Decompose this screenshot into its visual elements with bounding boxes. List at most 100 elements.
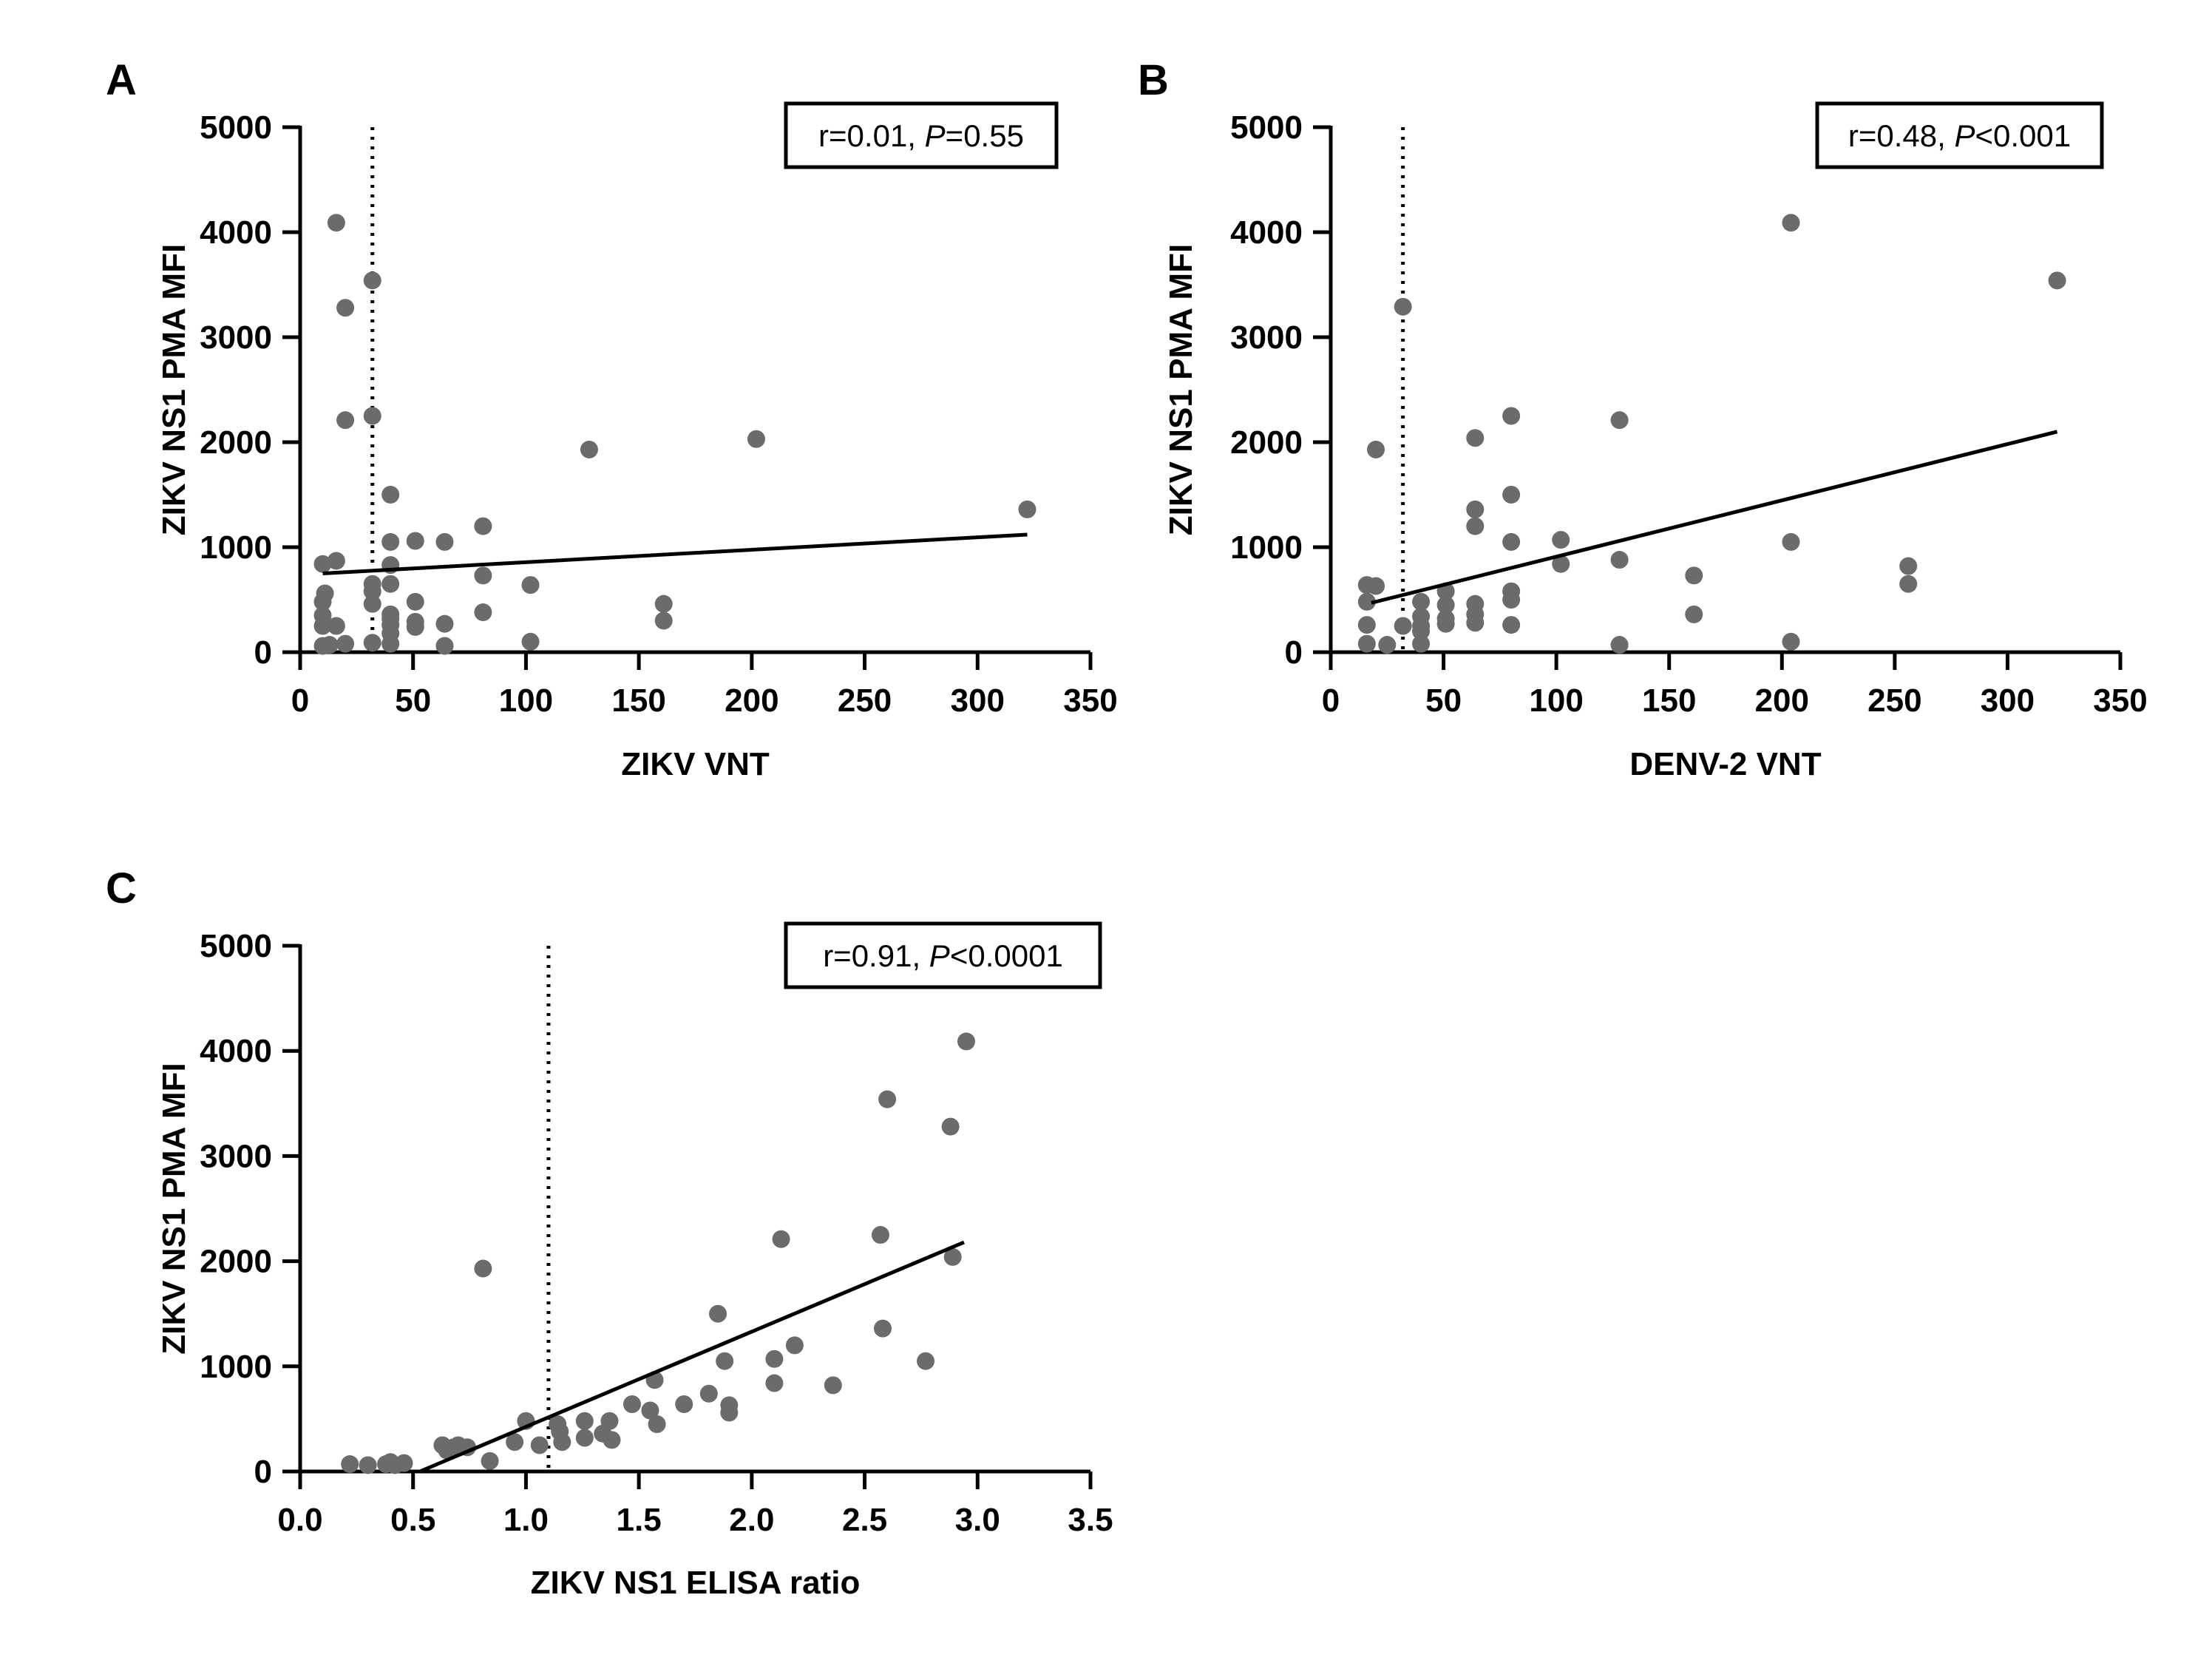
- y-tick-label: 0: [1285, 634, 1303, 671]
- y-tick-label: 4000: [200, 214, 272, 251]
- x-tick-label: 0: [1322, 683, 1340, 719]
- x-tick-label: 250: [838, 683, 892, 719]
- panel-letter: A: [106, 56, 137, 104]
- stat-p-value: <0.001: [1975, 118, 2071, 153]
- data-point: [530, 1436, 549, 1454]
- data-point: [575, 1429, 594, 1447]
- data-point: [474, 517, 492, 535]
- data-point: [1610, 411, 1629, 430]
- stat-label: r=0.91, P<0.0001: [823, 938, 1063, 973]
- data-point: [481, 1452, 499, 1470]
- x-tick-label: 350: [1063, 683, 1117, 719]
- stat-p-value: =0.55: [946, 118, 1024, 153]
- data-point: [765, 1349, 784, 1368]
- x-tick-label: 100: [1529, 683, 1583, 719]
- x-tick-label: 200: [1755, 683, 1809, 719]
- data-point: [381, 486, 400, 504]
- data-point: [363, 271, 381, 290]
- data-point: [474, 566, 492, 585]
- x-axis-title: DENV-2 VNT: [1629, 746, 1821, 782]
- y-tick-label: 2000: [200, 424, 272, 461]
- data-point: [941, 1117, 960, 1136]
- stat-box: [1815, 101, 2104, 169]
- data-point: [553, 1433, 571, 1452]
- data-point: [474, 1259, 492, 1278]
- data-point: [381, 634, 400, 653]
- data-point: [1436, 596, 1455, 614]
- x-tick-label: 300: [1981, 683, 2035, 719]
- data-point: [363, 595, 381, 613]
- data-point: [336, 634, 355, 653]
- data-point: [1502, 591, 1521, 609]
- data-point: [1412, 622, 1431, 640]
- data-point: [1466, 429, 1485, 447]
- panel-c: C 0 1000 2000 3000 4000 5000 0.0 0.5 1.0 1.5 2.0 2.5…: [106, 864, 1113, 1601]
- x-tick-label: 50: [1425, 683, 1462, 719]
- data-point: [1610, 636, 1629, 654]
- stat-label: r=0.01, P=0.55: [818, 118, 1024, 153]
- panel-a: A 0 1000 2000 3000 4000 5000 0 50 100 150 200 250 300…: [106, 56, 1118, 782]
- data-point: [622, 1395, 641, 1413]
- x-tick-label: 250: [1867, 683, 1921, 719]
- y-tick-label: 4000: [200, 1033, 272, 1069]
- data-point: [313, 555, 332, 573]
- x-axis-title: ZIKV NS1 ELISA ratio: [531, 1565, 861, 1601]
- x-tick-label: 2.0: [729, 1502, 774, 1538]
- data-point: [654, 595, 673, 613]
- data-point: [943, 1247, 962, 1266]
- x-tick-label: 3.0: [955, 1502, 1000, 1538]
- data-point: [1899, 557, 1918, 575]
- data-point: [824, 1376, 842, 1395]
- stat-p-symbol: P: [925, 118, 946, 153]
- regression-line: [1371, 430, 2058, 605]
- data-point: [336, 411, 355, 430]
- data-point: [1685, 605, 1703, 623]
- y-axis-title: ZIKV NS1 PMA MFI: [156, 244, 192, 535]
- y-tick-label: 5000: [200, 928, 272, 964]
- y-tick-label: 1000: [200, 1349, 272, 1385]
- data-point: [1412, 634, 1431, 653]
- data-point: [1357, 616, 1376, 634]
- data-point: [917, 1352, 935, 1370]
- data-point: [957, 1032, 976, 1051]
- stat-r: r=0.91,: [823, 938, 929, 973]
- data-point: [654, 612, 673, 630]
- y-tick-label: 2000: [1230, 424, 1303, 461]
- x-tick-label: 3.5: [1068, 1502, 1113, 1538]
- data-point: [1552, 555, 1570, 573]
- data-point: [435, 614, 454, 633]
- data-point: [1610, 551, 1629, 569]
- data-point: [1782, 632, 1800, 651]
- y-axis-title: ZIKV NS1 PMA MFI: [1163, 244, 1199, 535]
- data-point: [765, 1374, 784, 1392]
- data-point: [871, 1226, 889, 1244]
- data-point: [772, 1230, 790, 1248]
- data-point: [720, 1403, 739, 1422]
- data-point: [327, 617, 345, 635]
- data-point: [363, 582, 381, 600]
- data-point: [785, 1336, 804, 1355]
- x-tick-label: 1.5: [617, 1502, 662, 1538]
- x-tick-label: 200: [725, 683, 778, 719]
- y-tick-label: 3000: [1230, 319, 1303, 356]
- regression-line: [322, 532, 1028, 575]
- data-point: [363, 634, 381, 652]
- data-point: [406, 532, 424, 550]
- data-point: [675, 1395, 693, 1413]
- data-point: [363, 407, 381, 425]
- y-axis-title: ZIKV NS1 PMA MFI: [156, 1063, 192, 1354]
- data-point: [716, 1352, 734, 1370]
- data-point: [320, 636, 339, 654]
- stat-box: [784, 101, 1059, 169]
- x-tick-label: 1.0: [503, 1502, 549, 1538]
- data-point: [1502, 407, 1521, 425]
- data-point: [1782, 214, 1800, 232]
- data-point: [1394, 617, 1412, 635]
- x-tick-label: 350: [2093, 683, 2147, 719]
- data-point: [1502, 532, 1521, 551]
- data-point: [1357, 592, 1376, 611]
- regression-line: [418, 1240, 965, 1474]
- data-point: [381, 575, 400, 593]
- x-tick-label: 0: [291, 683, 309, 719]
